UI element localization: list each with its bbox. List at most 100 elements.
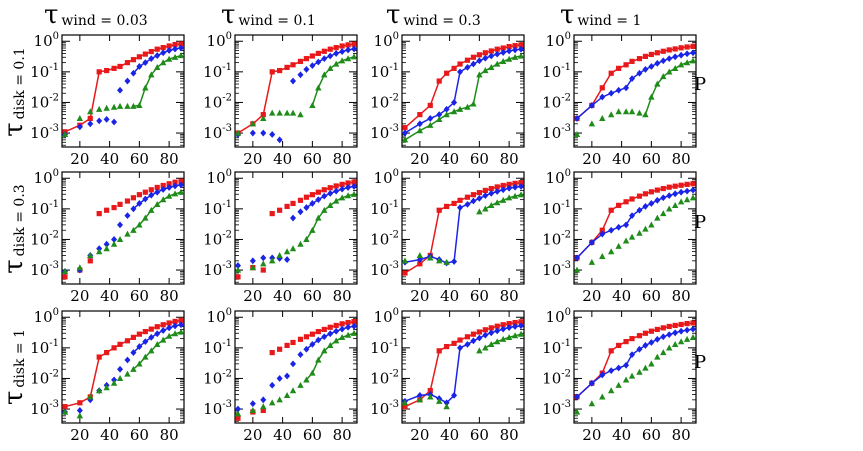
column-title-subscript: wind = 0.3	[403, 13, 481, 29]
data-point	[648, 51, 654, 58]
data-point	[284, 203, 290, 210]
y-tick-label: 10-3	[542, 123, 571, 142]
data-point	[148, 55, 155, 63]
data-point	[260, 254, 267, 262]
data-point	[87, 252, 94, 259]
data-point	[636, 333, 643, 339]
y-tick-label: 100	[374, 31, 399, 50]
data-point	[148, 48, 154, 55]
data-point	[417, 261, 423, 267]
data-point	[160, 44, 166, 51]
data-point	[402, 404, 408, 410]
data-point	[136, 54, 142, 60]
panel-frame	[234, 171, 358, 285]
data-point	[678, 45, 684, 51]
data-point	[269, 69, 275, 75]
data-point	[416, 252, 424, 259]
data-point	[629, 336, 635, 342]
data-point	[234, 129, 242, 136]
row-title-subscript: disk = 0.3	[12, 184, 28, 257]
data-point	[117, 86, 124, 94]
data-point	[87, 258, 93, 264]
panel: 20 40 60 80 10-3 10-2 10-1 100	[370, 168, 525, 305]
data-point	[470, 192, 477, 198]
data-point	[684, 44, 690, 50]
data-point	[339, 181, 345, 187]
data-point	[648, 93, 655, 100]
data-point	[260, 260, 267, 267]
data-point	[178, 321, 185, 329]
data-point	[573, 115, 580, 122]
data-point	[683, 335, 691, 342]
data-point	[457, 61, 463, 67]
data-point	[427, 121, 434, 128]
data-point	[671, 340, 679, 347]
x-tick-label: 20	[243, 287, 262, 305]
panel-frame	[573, 34, 697, 148]
data-point	[130, 57, 137, 63]
data-point	[117, 221, 124, 229]
data-point	[289, 387, 297, 394]
data-point	[160, 322, 166, 328]
data-point	[642, 330, 649, 336]
series-line	[576, 189, 694, 259]
column-title-subscript: wind = 0.1	[238, 13, 316, 29]
data-point	[672, 322, 678, 329]
data-point	[103, 245, 110, 252]
y-tick-label: 10-1	[203, 199, 232, 218]
data-point	[260, 129, 267, 137]
data-point	[87, 120, 94, 128]
data-point	[573, 393, 580, 401]
data-point	[648, 63, 655, 70]
data-point	[636, 368, 643, 375]
data-point	[443, 111, 450, 118]
data-point	[333, 183, 339, 189]
data-point	[350, 190, 358, 197]
data-point	[654, 335, 661, 343]
data-point	[130, 102, 137, 109]
data-point	[249, 120, 257, 127]
data-point	[104, 349, 110, 356]
data-point	[315, 58, 322, 66]
data-point	[628, 108, 636, 115]
data-point	[482, 331, 489, 339]
row-side-label: P	[694, 212, 707, 233]
data-point	[160, 327, 167, 334]
data-point	[297, 58, 304, 64]
data-point	[417, 112, 423, 118]
data-point	[427, 115, 434, 122]
data-point	[235, 274, 241, 280]
data-point	[476, 52, 482, 58]
x-tick-label: 40	[100, 287, 119, 305]
data-point	[683, 59, 691, 66]
data-point	[435, 115, 443, 122]
data-point	[96, 210, 102, 217]
data-point	[672, 183, 678, 189]
data-point	[660, 325, 666, 331]
panel: 20 40 60 80 10-3 10-2 10-1 100	[542, 31, 697, 168]
data-point	[268, 399, 276, 406]
data-point	[608, 89, 615, 97]
data-point	[499, 196, 507, 203]
data-point	[284, 342, 290, 349]
data-point	[451, 391, 458, 399]
y-tick-label: 10-1	[30, 338, 59, 357]
data-point	[500, 322, 506, 328]
data-point	[333, 187, 340, 195]
x-tick-label: 40	[440, 287, 459, 305]
x-tick-label: 60	[642, 150, 661, 168]
y-tick-label: 100	[207, 31, 232, 50]
data-point	[234, 410, 242, 417]
data-point	[297, 71, 304, 79]
data-point	[103, 104, 110, 111]
data-point	[178, 317, 184, 323]
panel-frame	[401, 171, 525, 285]
data-point	[260, 407, 266, 414]
data-point	[297, 351, 304, 359]
data-point	[457, 197, 463, 203]
data-point	[345, 319, 351, 326]
data-point	[476, 57, 483, 65]
x-tick-label: 20	[410, 287, 429, 305]
data-point	[327, 64, 334, 71]
data-point	[488, 189, 495, 197]
